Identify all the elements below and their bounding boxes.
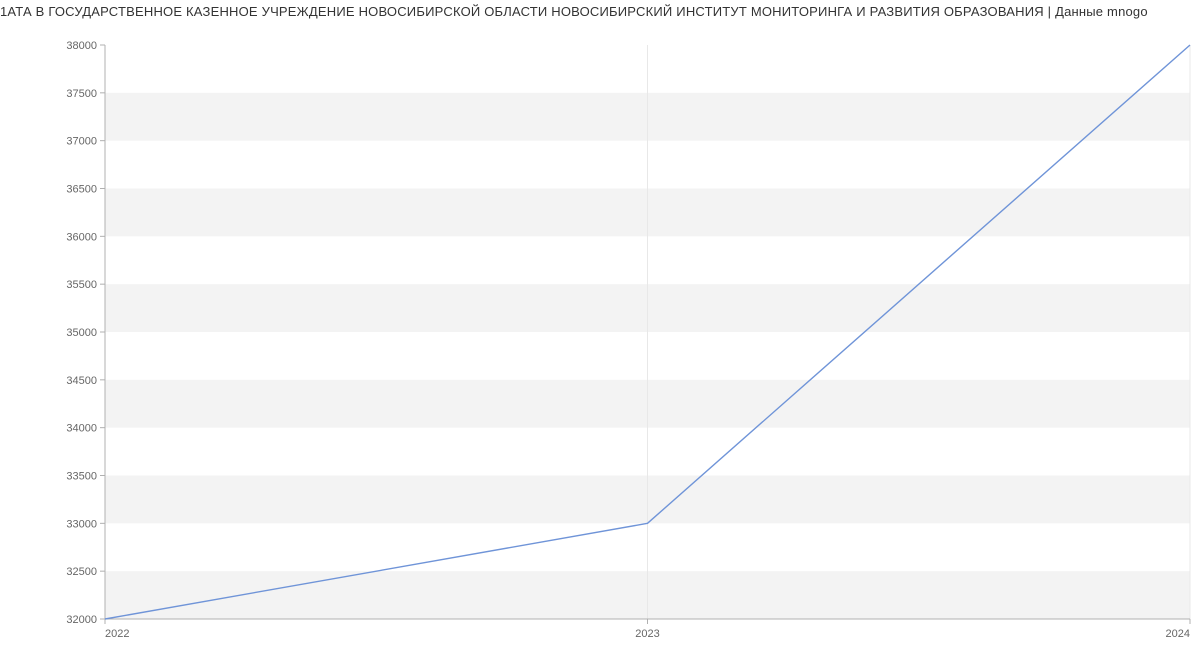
- x-tick-label: 2023: [635, 628, 659, 640]
- line-chart: 32000 32500 33000 33500 34000 34500 35000 35500…: [0, 19, 1200, 649]
- x-tick-label: 2022: [105, 628, 129, 640]
- y-tick-label: 32000: [66, 614, 97, 626]
- y-tick-label: 33000: [66, 518, 97, 530]
- y-tick-label: 35000: [66, 327, 97, 339]
- y-tick-label: 36500: [66, 184, 97, 196]
- y-tick-label: 37500: [66, 88, 97, 100]
- y-tick-label: 36000: [66, 231, 97, 243]
- y-tick-label: 33500: [66, 471, 97, 483]
- y-tick-label: 34000: [66, 423, 97, 435]
- y-tick-label: 38000: [66, 40, 97, 52]
- y-tick-label: 35500: [66, 279, 97, 291]
- y-tick-label: 34500: [66, 375, 97, 387]
- y-tick-label: 32500: [66, 566, 97, 578]
- y-tick-label: 37000: [66, 136, 97, 148]
- chart-svg: 32000 32500 33000 33500 34000 34500 35000 35500…: [0, 19, 1200, 643]
- x-tick-label: 2024: [1166, 628, 1190, 640]
- chart-title: 1АТА В ГОСУДАРСТВЕННОЕ КАЗЕННОЕ УЧРЕЖДЕН…: [0, 0, 1200, 19]
